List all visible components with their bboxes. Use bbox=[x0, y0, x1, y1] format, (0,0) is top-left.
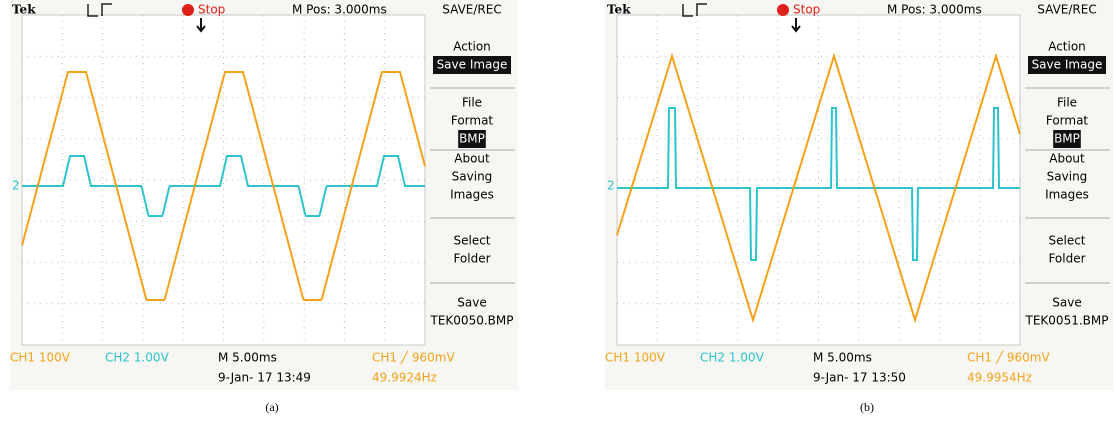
stop-dot bbox=[777, 4, 789, 16]
scope-panel: Tek Stop M Pos: 3.000ms SAVE/REC 2 Action Save… bbox=[605, 0, 1113, 414]
channel-marker: 2 bbox=[12, 179, 20, 193]
menu-text: Images bbox=[1045, 188, 1089, 202]
menu-text: File bbox=[462, 96, 482, 110]
menu-highlight-text: Save Image bbox=[437, 58, 508, 72]
menu-text: About bbox=[1049, 152, 1085, 166]
run-state: Stop bbox=[793, 3, 820, 17]
caption: (b) bbox=[860, 400, 874, 414]
frequency: 49.9924Hz bbox=[372, 371, 437, 385]
menu-text: Saving bbox=[1047, 170, 1088, 184]
menu-text: Folder bbox=[453, 252, 490, 266]
run-state: Stop bbox=[198, 3, 225, 17]
channel-marker: 2 bbox=[607, 179, 615, 193]
trigger-level: CH1 ╱ 960mV bbox=[372, 350, 455, 365]
menu-text: Saving bbox=[452, 170, 493, 184]
timebase: M 5.00ms bbox=[218, 351, 277, 365]
ch2-scale: CH2 1.00V bbox=[700, 351, 765, 365]
scope-panel: Tek Stop M Pos: 3.000ms SAVE/REC 2 Action Save… bbox=[10, 0, 518, 414]
menu-title: SAVE/REC bbox=[442, 3, 501, 17]
ch1-scale: CH1 100V bbox=[605, 351, 666, 365]
menu-text: Format bbox=[451, 114, 494, 128]
ch2-scale: CH2 1.00V bbox=[105, 351, 170, 365]
ch1-scale: CH1 100V bbox=[10, 351, 71, 365]
stop-dot bbox=[182, 4, 194, 16]
frequency: 49.9954Hz bbox=[967, 371, 1032, 385]
logo: Tek bbox=[607, 3, 631, 17]
menu-text: File bbox=[1057, 96, 1077, 110]
position: M Pos: 3.000ms bbox=[292, 3, 387, 17]
trigger-level: CH1 ╱ 960mV bbox=[967, 350, 1050, 365]
menu-text: Save bbox=[1052, 296, 1081, 310]
date: 9-Jan- 17 13:50 bbox=[813, 371, 906, 385]
menu-text: Action bbox=[1048, 40, 1086, 54]
menu-text: About bbox=[454, 152, 490, 166]
timebase: M 5.00ms bbox=[813, 351, 872, 365]
menu-text: Select bbox=[1048, 234, 1085, 248]
menu-text: TEK0050.BMP bbox=[430, 314, 514, 328]
logo: Tek bbox=[12, 3, 36, 17]
menu-highlight-text: BMP bbox=[1054, 132, 1080, 146]
menu-title: SAVE/REC bbox=[1037, 3, 1096, 17]
position: M Pos: 3.000ms bbox=[887, 3, 982, 17]
menu-text: Select bbox=[453, 234, 490, 248]
menu-text: Folder bbox=[1048, 252, 1085, 266]
menu-text: Action bbox=[453, 40, 491, 54]
menu-highlight-text: Save Image bbox=[1032, 58, 1103, 72]
figure: Tek Stop M Pos: 3.000ms SAVE/REC 2 Action Save… bbox=[0, 0, 1116, 425]
menu-text: Images bbox=[450, 188, 494, 202]
menu-highlight-text: BMP bbox=[459, 132, 485, 146]
caption: (a) bbox=[265, 400, 278, 414]
menu-text: Save bbox=[457, 296, 486, 310]
date: 9-Jan- 17 13:49 bbox=[218, 371, 311, 385]
menu-text: Format bbox=[1046, 114, 1089, 128]
menu-text: TEK0051.BMP bbox=[1025, 314, 1109, 328]
